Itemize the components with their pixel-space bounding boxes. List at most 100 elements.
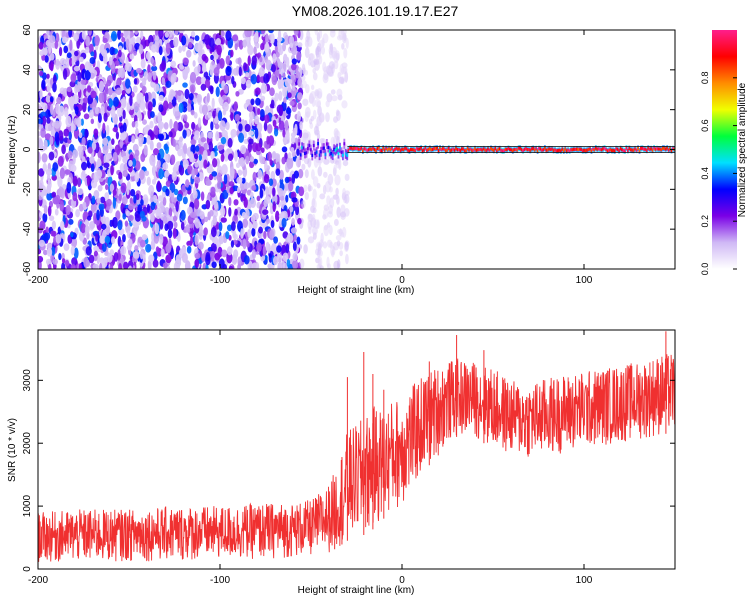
spectrogram-carrier-cell: [301, 145, 304, 149]
spectrogram-noise-cell: [277, 61, 283, 69]
spectrogram-carrier-cell: [412, 148, 415, 152]
spectrogram-noise-cell: [230, 128, 237, 138]
spectrogram-carrier-cell: [471, 148, 474, 153]
spectrogram-noise-cell: [181, 184, 187, 193]
figure-title: YM08.2026.101.19.17.E27: [292, 3, 459, 19]
spectrogram-noise-cell: [210, 186, 216, 195]
spectrogram-noise-cell: [56, 96, 62, 105]
spectrogram-carrier-cell: [624, 149, 626, 153]
spectrogram-noise-cell: [335, 187, 339, 196]
spectrogram-carrier-cell: [599, 147, 602, 151]
spectrogram-noise-cell: [203, 142, 208, 152]
spectrogram-noise-cell: [209, 209, 214, 217]
spectrogram-noise-cell: [308, 52, 316, 62]
spectrogram-noise-cell: [165, 188, 170, 197]
spectrogram-noise-cell: [135, 193, 140, 201]
spectrogram-noise-cell: [234, 42, 238, 51]
spectrogram-carrier-cell: [596, 147, 599, 151]
spectrogram-noise-cell: [281, 156, 286, 165]
spectrogram-noise-cell: [248, 160, 255, 169]
spectrogram-noise-cell: [209, 64, 214, 76]
spectrogram-carrier-cell: [431, 147, 434, 152]
spectrogram-noise-cell: [299, 258, 305, 269]
spectrogram-carrier-cell: [481, 148, 484, 152]
spectrogram-noise-cell: [91, 99, 98, 107]
spectrogram-noise-cell: [108, 56, 113, 66]
spectrogram-noise-cell: [146, 176, 151, 186]
spectrogram-noise-cell: [241, 195, 247, 201]
spectrogram-carrier-cell: [318, 153, 321, 157]
spectrogram-noise-cell: [113, 48, 119, 54]
x-tick-label: 100: [576, 275, 593, 286]
spectrogram-carrier-cell: [645, 148, 648, 152]
spectrogram-noise-cell: [59, 167, 66, 180]
spectrogram-noise-cell: [142, 85, 147, 93]
spectrogram-noise-cell: [70, 263, 76, 269]
spectrogram-noise-cell: [138, 133, 145, 145]
spectrogram-noise-cell: [66, 86, 72, 93]
spectrogram-noise-cell: [194, 35, 200, 42]
spectrogram-noise-cell: [270, 33, 275, 45]
spectrogram-noise-cell: [140, 58, 146, 69]
spectrogram-noise-cell: [234, 208, 238, 216]
spectrogram-noise-cell: [300, 151, 305, 162]
spectrogram-noise-cell: [134, 120, 139, 129]
spectrogram-noise-cell: [119, 125, 125, 134]
spectrogram-noise-cell: [215, 38, 221, 46]
spectrogram-noise-cell: [91, 195, 96, 205]
spectrogram-noise-cell: [121, 89, 126, 96]
spectrogram-noise-cell: [58, 252, 62, 261]
spectrogram-noise-cell: [304, 47, 310, 59]
spectrogram-noise-cell: [166, 220, 174, 231]
spectrogram-noise-cell: [197, 117, 202, 128]
spectrogram-carrier-cell: [612, 148, 615, 152]
spectrogram-noise-cell: [220, 153, 225, 162]
spectrogram-carrier-cell: [364, 147, 367, 151]
spectrogram-noise-cell: [173, 36, 179, 48]
spectrogram-noise-cell: [71, 56, 75, 67]
spectrogram-noise-cell: [147, 72, 152, 82]
spectrogram-carrier-cell: [348, 146, 351, 150]
spectrogram-noise-cell: [139, 251, 144, 260]
spectrogram-noise-cell: [158, 168, 164, 180]
spectrogram-noise-cell: [243, 255, 250, 265]
spectrogram-noise-cell: [127, 203, 134, 211]
spectrogram-noise-cell: [153, 125, 159, 136]
spectrogram-noise-cell: [256, 195, 261, 202]
spectrogram-noise-cell: [43, 41, 47, 48]
spectrogram-noise-cell: [277, 187, 284, 197]
spectrogram-noise-cell: [231, 34, 239, 42]
spectrogram-noise-cell: [285, 194, 289, 203]
spectrogram-noise-cell: [260, 83, 268, 94]
spectrogram-carrier-cell: [651, 148, 654, 152]
spectrogram-noise-cell: [104, 235, 111, 244]
spectrogram-noise-cell: [111, 138, 115, 145]
spectrogram-noise-cell: [60, 188, 66, 199]
spectrogram-noise-cell: [220, 137, 227, 145]
spectrogram-carrier-cell: [667, 148, 670, 152]
spectrogram-carrier-cell: [485, 148, 488, 152]
spectrogram-noise-cell: [299, 121, 303, 131]
spectrogram-noise-cell: [304, 169, 309, 179]
spectrogram-noise-cell: [255, 143, 262, 152]
spectrogram-noise-cell: [175, 200, 179, 212]
spectrogram-carrier-cell: [602, 147, 605, 151]
spectrogram-noise-cell: [41, 153, 48, 163]
spectrogram-noise-cell: [190, 31, 196, 38]
spectrogram-noise-cell: [152, 148, 160, 156]
spectrogram-noise-cell: [112, 151, 118, 162]
spectrogram-noise-cell: [305, 111, 311, 119]
spectrogram-noise-cell: [103, 112, 108, 122]
spectrogram-noise-cell: [140, 30, 144, 41]
spectrogram-noise-cell: [183, 114, 188, 122]
spectrogram-noise-cell: [54, 40, 59, 50]
spectrogram-noise-cell: [226, 186, 231, 194]
spectrogram-noise-cell: [86, 160, 90, 168]
spectrogram-noise-cell: [160, 248, 165, 258]
spectrogram-noise-cell: [69, 96, 75, 107]
spectrogram-carrier-cell: [405, 147, 408, 151]
spectrogram-carrier-cell: [392, 149, 395, 153]
spectrogram-noise-cell: [43, 33, 48, 40]
spectrogram-noise-cell: [90, 51, 95, 57]
spectrogram-noise-cell: [240, 144, 247, 155]
